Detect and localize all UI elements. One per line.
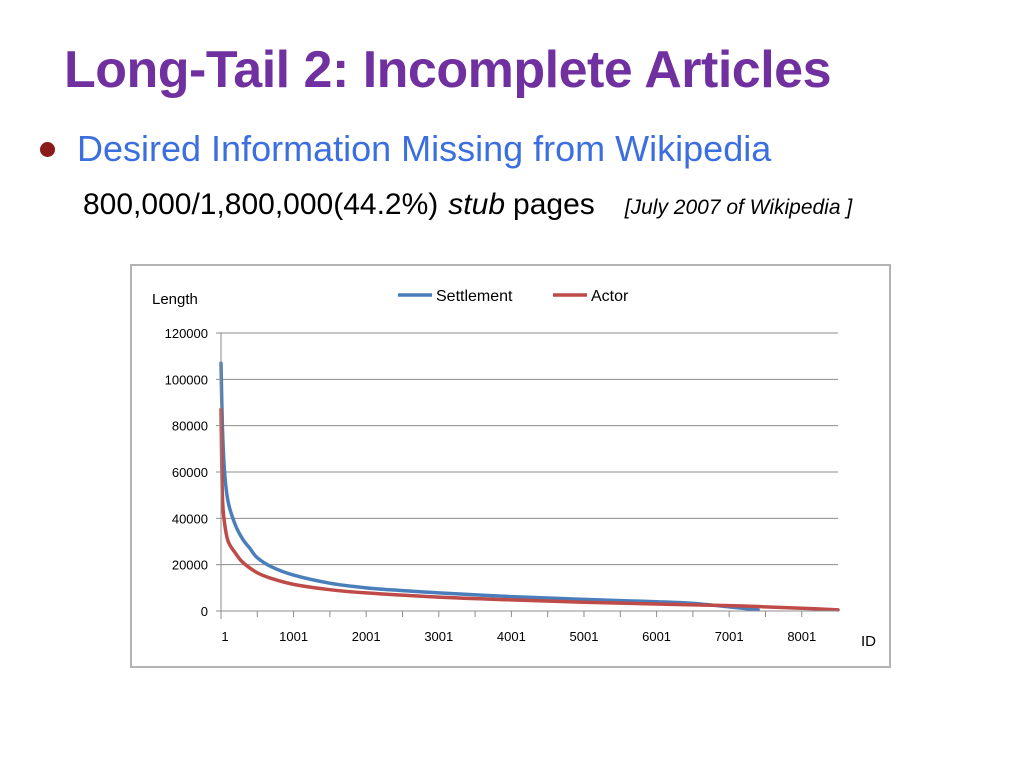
series-lines xyxy=(219,361,840,612)
y-tick-label: 60000 xyxy=(172,465,208,480)
bullet-text: Desired Information Missing from Wikiped… xyxy=(77,128,772,169)
pages-word: pages xyxy=(513,188,595,221)
grid-lines xyxy=(221,332,838,566)
series-line-actor xyxy=(219,407,840,612)
y-tick-label: 120000 xyxy=(165,326,208,341)
x-tick-label: 2001 xyxy=(352,629,381,644)
x-tick-label: 5001 xyxy=(570,629,599,644)
legend-label-actor: Actor xyxy=(591,288,629,305)
x-tick-label: 3001 xyxy=(424,629,453,644)
series-line-settlement xyxy=(219,361,760,612)
bullet-dot-icon xyxy=(40,141,55,157)
stub-word: stub xyxy=(448,188,506,221)
source-note: [July 2007 of Wikipedia ] xyxy=(624,196,853,219)
legend: Settlement Actor xyxy=(398,288,629,305)
x-tick-label: 1001 xyxy=(279,629,308,644)
y-axis-label: Length xyxy=(152,291,198,308)
x-tick-label: 7001 xyxy=(715,629,744,644)
axes: 0 20000 40000 60000 80000 100000 120000 1 1001 20… xyxy=(165,326,838,644)
legend-label-settlement: Settlement xyxy=(436,288,513,305)
chart-frame: 0 20000 40000 60000 80000 100000 120000 1 1001 20… xyxy=(130,264,891,668)
stub-ratio-text: 800,000/1,800,000(44.2%) xyxy=(83,188,439,221)
x-tick-label: 8001 xyxy=(787,629,816,644)
y-tick-label: 0 xyxy=(201,604,208,619)
stub-statistic-line: 800,000/1,800,000(44.2%) stub pages [Jul… xyxy=(83,188,852,222)
bullet-point: Desired Information Missing from Wikiped… xyxy=(40,128,771,170)
y-tick-label: 20000 xyxy=(172,558,208,573)
x-axis-label: ID xyxy=(861,633,876,650)
y-tick-label: 40000 xyxy=(172,511,208,526)
x-tick-label: 6001 xyxy=(642,629,671,644)
y-tick-label: 80000 xyxy=(172,419,208,434)
y-tick-label: 100000 xyxy=(165,372,208,387)
x-tick-label: 1 xyxy=(221,629,228,644)
slide-title: Long-Tail 2: Incomplete Articles xyxy=(64,41,832,99)
length-distribution-chart: 0 20000 40000 60000 80000 100000 120000 1 1001 20… xyxy=(152,288,876,650)
x-tick-label: 4001 xyxy=(497,629,526,644)
